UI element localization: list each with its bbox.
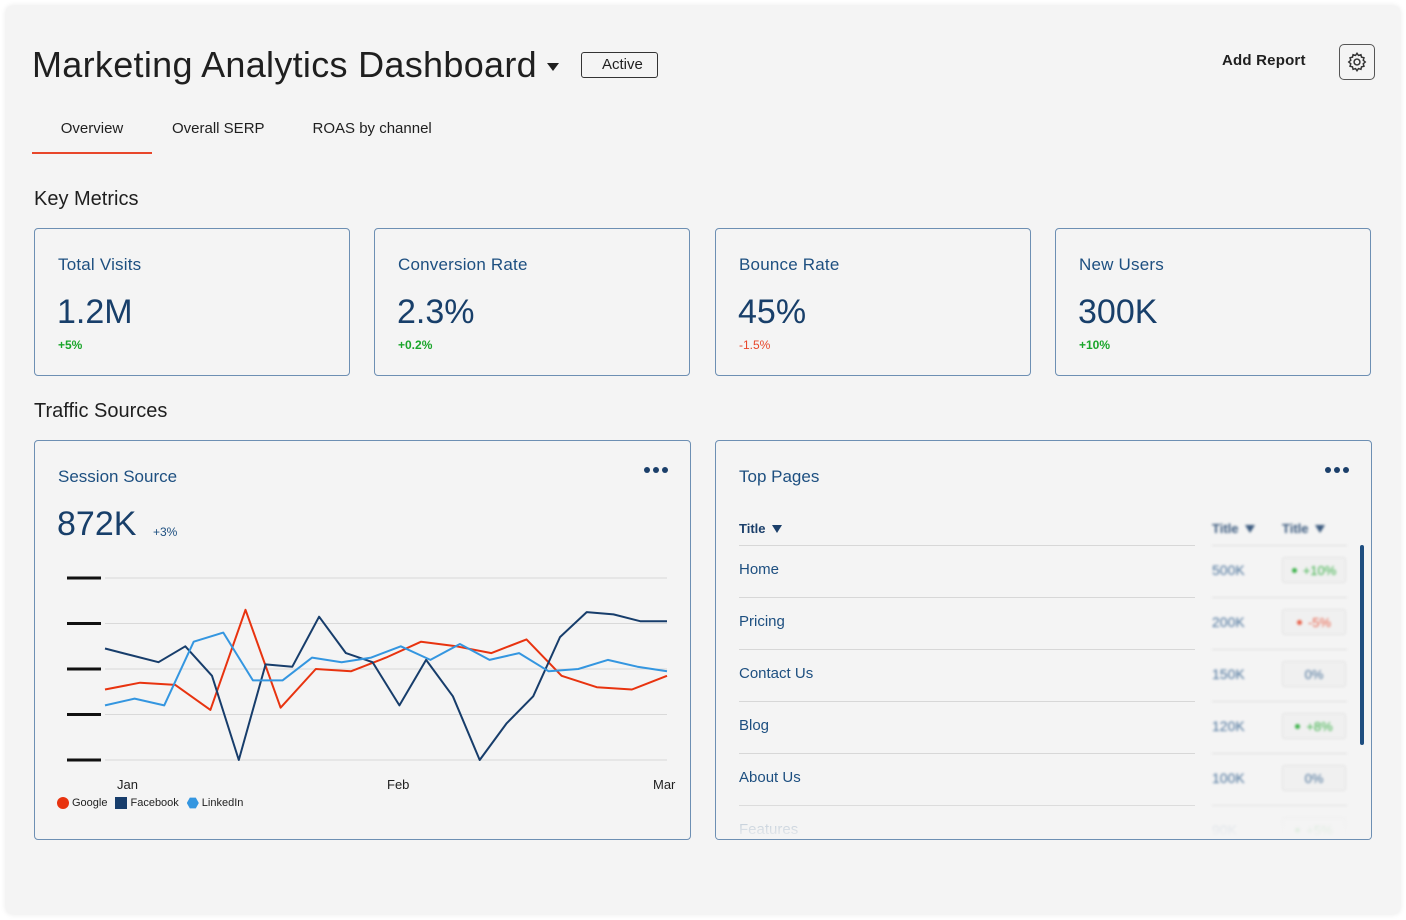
metric-value: 45% [738,293,807,331]
metric-label: New Users [1079,255,1164,274]
table-row-value: 150K [1212,666,1245,682]
column-header-label: Title [1282,521,1309,536]
session-change: +3% [153,525,178,539]
table-fade [716,799,1371,839]
change-label: -5% [1307,614,1332,630]
panel-title: Top Pages [739,467,820,486]
row-divider [739,649,1195,650]
table-row-value: 120K [1212,718,1245,734]
session-source-panel: Session Source 872K +3% Jan Feb Mar Google… [34,440,691,840]
change-label: +10% [1302,562,1337,578]
row-divider [739,545,1195,546]
row-divider [1212,701,1347,702]
table-row-title[interactable]: Pricing [739,613,785,630]
column-header-change[interactable]: Title [1282,521,1325,536]
change-label: 0% [1304,770,1324,786]
status-dot-icon [1296,619,1302,625]
row-divider [1212,545,1347,546]
legend-item-google[interactable]: Google [57,797,107,809]
tab-roas-by-channel[interactable]: ROAS by channel [312,120,432,137]
metric-change: +0.2% [398,338,433,352]
sort-down-icon [771,524,782,533]
legend-label: LinkedIn [201,797,244,809]
legend-label: Facebook [130,797,179,809]
metric-value: 1.2M [57,293,133,331]
more-horizontal-icon[interactable] [644,467,668,473]
legend-label: Google [72,797,108,809]
settings-button[interactable] [1339,44,1375,80]
table-row-title[interactable]: Blog [739,717,770,734]
column-header-value[interactable]: Title [1212,521,1255,536]
x-axis-label: Feb [387,777,409,792]
table-row-change-badge: +10% [1282,557,1346,583]
series-line-facebook[interactable] [104,611,667,761]
page-title: Marketing Analytics Dashboard [32,44,537,85]
session-source-chart: Jan Feb Mar [67,576,676,792]
series-line-linkedin[interactable] [104,631,668,707]
table-row-title[interactable]: Contact Us [739,665,814,682]
table-scrollbar[interactable] [1360,545,1364,745]
metric-label: Bounce Rate [739,255,840,274]
traffic-sources-heading: Traffic Sources [34,400,168,422]
table-row-value: 200K [1212,614,1245,630]
series-line-google[interactable] [104,608,668,711]
table-row-change-badge: -5% [1282,609,1346,635]
panel-title: Session Source [58,467,178,486]
table-row-title[interactable]: Home [739,561,780,578]
row-divider [739,753,1195,754]
metric-value: 2.3% [397,293,475,331]
add-report-button[interactable]: Add Report [1222,52,1306,69]
table-row-value: 100K [1212,770,1245,786]
tab-bar: Overview Overall SERP ROAS by channel [32,118,432,154]
row-divider [1212,597,1347,598]
column-header-title[interactable]: Title [739,521,782,536]
top-pages-panel: Top Pages Title Title Title Home 500K +10%… [715,440,1372,840]
tab-overview[interactable]: Overview [32,118,152,154]
legend-item-linkedin[interactable]: LinkedIn [186,797,244,809]
status-badge: Active [580,52,658,78]
table-row-value: 500K [1212,562,1245,578]
row-divider [739,597,1195,598]
metric-label: Total Visits [58,255,142,274]
status-dot-icon [1295,723,1301,729]
row-divider [1212,753,1347,754]
session-value: 872K [57,505,137,543]
dashboard-window: Marketing Analytics Dashboard Active Add… [6,6,1400,914]
metric-card-bounce-rate[interactable]: Bounce Rate 45% -1.5% [715,228,1031,376]
metric-card-new-users[interactable]: New Users 300K +10% [1055,228,1371,376]
table-row-change-badge: 0% [1282,765,1346,791]
table-row-change-badge: 0% [1282,661,1346,687]
key-metrics-heading: Key Metrics [34,188,139,210]
title-dropdown-icon[interactable] [546,63,559,71]
table-row-title[interactable]: About Us [739,769,801,786]
row-divider [1212,649,1347,650]
tab-overall-serp[interactable]: Overall SERP [172,120,265,137]
metric-value: 300K [1078,293,1158,331]
square-marker-icon [115,797,128,809]
metric-label: Conversion Rate [398,255,528,274]
column-header-label: Title [739,521,766,536]
metric-change: +5% [58,338,83,352]
metric-change: +10% [1079,338,1111,352]
change-label: +8% [1306,718,1333,734]
sort-down-icon [1244,524,1255,533]
status-dot-icon [1291,567,1297,573]
chart-legend: Google Facebook LinkedIn [57,797,251,809]
metric-card-total-visits[interactable]: Total Visits 1.2M +5% [34,228,350,376]
header: Marketing Analytics Dashboard Active [32,44,658,86]
sort-down-icon [1314,524,1325,533]
metric-card-conversion-rate[interactable]: Conversion Rate 2.3% +0.2% [374,228,690,376]
hexagon-marker-icon [186,797,199,809]
row-divider [739,701,1195,702]
more-horizontal-icon[interactable] [1325,467,1349,473]
change-label: 0% [1304,666,1324,682]
metric-change: -1.5% [739,338,771,352]
x-axis-label: Mar [653,777,676,792]
gear-icon [1347,52,1367,72]
column-header-label: Title [1212,521,1239,536]
circle-marker-icon [57,797,69,809]
legend-item-facebook[interactable]: Facebook [115,797,179,809]
table-row-change-badge: +8% [1282,713,1346,739]
x-axis-label: Jan [117,777,138,792]
